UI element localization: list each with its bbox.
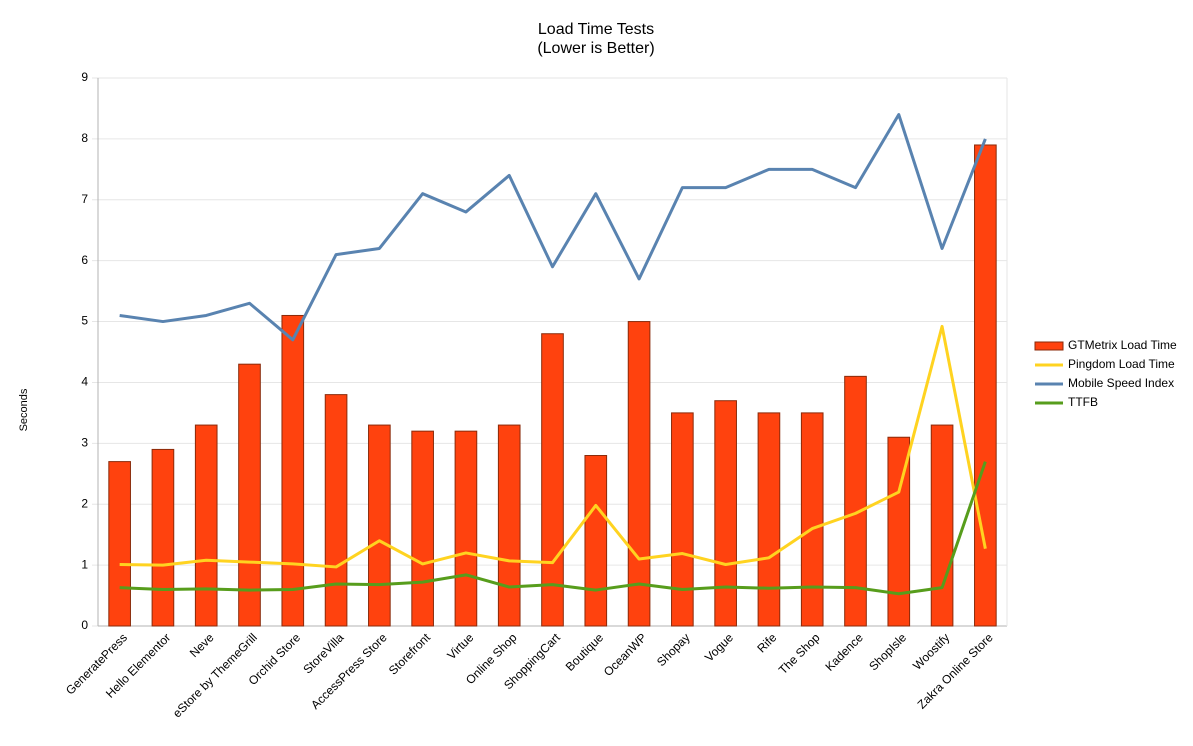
bar [671, 412, 694, 627]
line-series [119, 324, 987, 569]
x-tick-label: Boutique [563, 630, 607, 674]
y-tick-label: 9 [81, 70, 88, 84]
y-tick-label: 8 [81, 131, 88, 145]
bar [194, 424, 218, 627]
bar [454, 430, 478, 627]
bar [887, 436, 911, 627]
y-tick-label: 7 [81, 192, 88, 206]
x-tick-label: Neve [187, 630, 217, 660]
x-tick-label: OceanWP [601, 630, 650, 679]
chart-subtitle: (Lower is Better) [537, 40, 654, 57]
bar [541, 333, 564, 627]
y-tick-label: 0 [81, 618, 88, 632]
bar [584, 455, 608, 627]
x-tick-label: Vogue [702, 630, 736, 664]
x-tick-label: Woostify [910, 630, 952, 672]
y-tick-label: 6 [81, 253, 88, 267]
x-tick-label: Rife [754, 630, 779, 655]
x-tick-label: Virtue [444, 630, 476, 662]
x-tick-label: Kadence [822, 630, 866, 674]
bar [151, 448, 175, 627]
bar [324, 394, 348, 627]
bar [281, 314, 305, 627]
x-tick-label: Storefront [386, 630, 434, 678]
bar [974, 144, 997, 627]
bar [411, 430, 434, 627]
legend-label: TTFB [1068, 395, 1098, 409]
bar [238, 363, 261, 627]
x-tick-label: ShopIsle [866, 630, 909, 673]
bar [108, 461, 131, 627]
legend-swatch [1034, 341, 1064, 351]
x-tick-label: AccessPress Store [308, 630, 390, 712]
chart-title: Load Time Tests [538, 21, 654, 38]
bar [627, 321, 651, 627]
bar [497, 424, 521, 627]
x-tick-label: Shopay [654, 630, 693, 669]
bar [757, 412, 781, 627]
bar [800, 412, 824, 627]
y-tick-label: 3 [81, 436, 88, 450]
y-tick-label: 5 [81, 314, 88, 328]
line-series [119, 461, 987, 596]
y-axis-label: Seconds [18, 388, 30, 431]
y-tick-label: 4 [81, 375, 88, 389]
legend-label: Pingdom Load Time [1068, 357, 1175, 371]
x-tick-label: The Shop [776, 630, 823, 677]
bar [714, 400, 737, 627]
bar [930, 424, 954, 627]
x-tick-label: Zakra Online Store [915, 630, 996, 711]
x-tick-label: eStore by ThemeGrill [170, 630, 260, 720]
y-tick-label: 2 [81, 496, 88, 510]
y-tick-label: 1 [81, 557, 88, 571]
legend-label: GTMetrix Load Time [1068, 338, 1177, 352]
bar [844, 375, 867, 627]
legend-label: Mobile Speed Index [1068, 376, 1174, 390]
line-series [119, 113, 987, 342]
bar [368, 424, 391, 627]
